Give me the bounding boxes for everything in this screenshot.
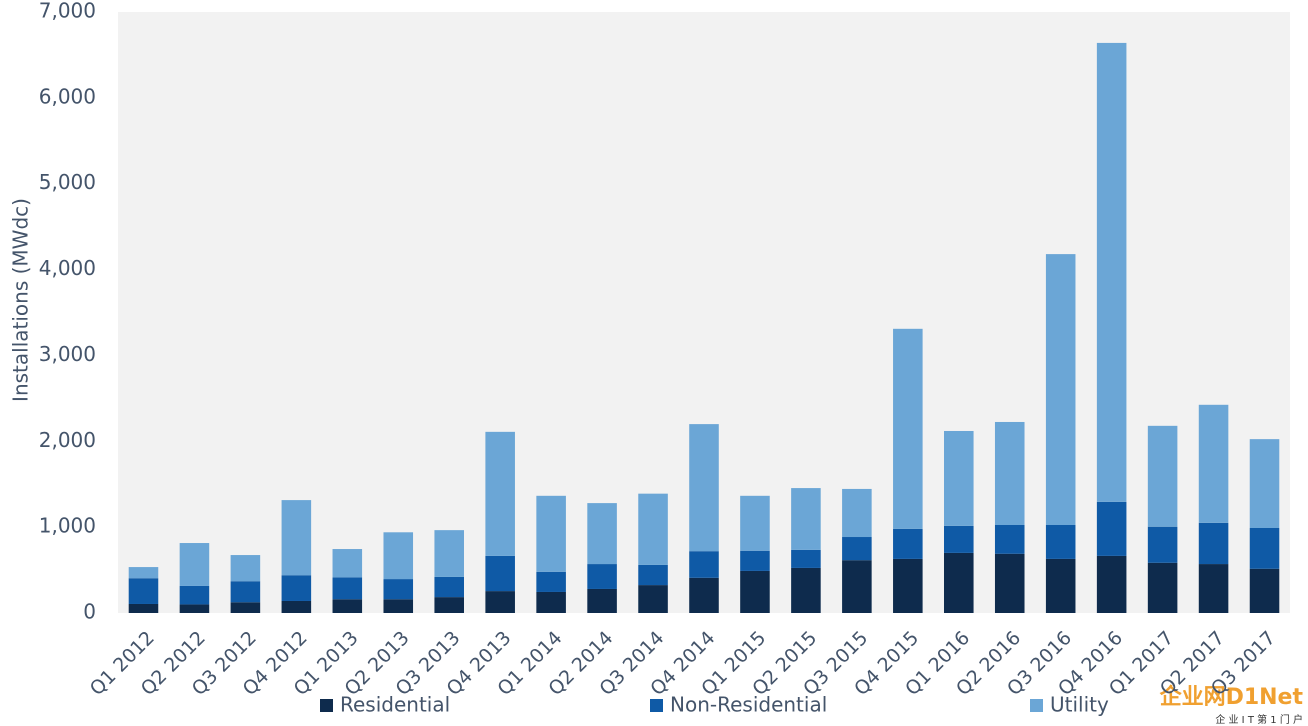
bar-segment	[332, 577, 363, 600]
bar-segment	[230, 581, 261, 603]
bar-segment	[485, 431, 515, 556]
bar-segment	[1198, 522, 1229, 565]
bar-segment	[791, 567, 821, 613]
bar-segment	[638, 585, 668, 613]
legend-label: Residential	[340, 693, 450, 717]
bar-segment	[1045, 524, 1076, 559]
bar-segment	[587, 564, 617, 589]
y-tick-label: 0	[83, 600, 96, 624]
bar-segment	[740, 495, 770, 551]
bar-segment	[383, 532, 414, 580]
bar-segment	[1147, 425, 1178, 527]
bar-segment	[689, 551, 719, 578]
bar-segment	[1147, 562, 1178, 613]
bar-segment	[230, 602, 261, 613]
bar-segment	[1045, 254, 1076, 525]
y-tick-label: 6,000	[39, 84, 96, 108]
y-tick-label: 2,000	[39, 428, 96, 452]
bar-segment	[1147, 526, 1178, 563]
bar-segment	[893, 528, 923, 559]
bar-segment	[485, 555, 515, 592]
bar-segment	[1096, 555, 1127, 613]
bar-segment	[740, 570, 770, 613]
bar-segment	[383, 579, 414, 600]
bar-segment	[1096, 42, 1127, 502]
bar-segment	[893, 558, 923, 613]
legend-swatch	[1030, 699, 1043, 712]
bar-segment	[791, 488, 821, 550]
bar-segment	[179, 543, 210, 586]
bar-segment	[1249, 528, 1280, 569]
bar-segment	[128, 603, 159, 613]
bar-segment	[281, 575, 312, 601]
y-tick-label: 4,000	[39, 256, 96, 280]
bar-segment	[281, 600, 312, 613]
bar-segment	[587, 588, 617, 613]
legend-label: Utility	[1050, 693, 1109, 717]
bar-segment	[434, 576, 464, 598]
watermark-brand: 企业网D1Net	[1159, 684, 1304, 710]
bar-segment	[994, 553, 1025, 613]
bar-segment	[128, 567, 159, 579]
bar-segment	[587, 503, 617, 565]
bar-segment	[536, 495, 566, 572]
bar-segment	[638, 493, 668, 565]
y-tick-label: 1,000	[39, 514, 96, 538]
legend-label: Non-Residential	[670, 693, 827, 717]
bar-segment	[842, 560, 872, 613]
y-axis-title: Installations (MWdc)	[9, 198, 33, 402]
bar-segment	[1045, 558, 1076, 613]
bar-segment	[994, 421, 1025, 525]
legend-swatch	[320, 699, 333, 712]
bar-segment	[689, 577, 719, 613]
bar-segment	[944, 525, 974, 553]
bar-segment	[230, 555, 261, 582]
legend-swatch	[650, 699, 663, 712]
bar-segment	[689, 424, 719, 552]
bar-segment	[332, 549, 363, 578]
bar-segment	[1198, 404, 1229, 523]
bar-segment	[842, 488, 872, 538]
bar-segment	[179, 604, 210, 613]
bar-segment	[944, 430, 974, 526]
bar-segment	[740, 550, 770, 571]
bar-segment	[791, 549, 821, 568]
bar-segment	[383, 599, 414, 613]
bar-segment	[1249, 568, 1280, 613]
bar-segment	[434, 530, 464, 577]
bar-segment	[485, 591, 515, 613]
bar-segment	[1249, 439, 1280, 529]
bar-segment	[1198, 564, 1229, 613]
bar-segment	[842, 537, 872, 561]
bar-segment	[128, 578, 159, 604]
bar-segment	[281, 500, 312, 576]
bar-segment	[1096, 501, 1127, 556]
bar-segment	[994, 524, 1025, 554]
bar-segment	[638, 564, 668, 586]
bar-segment	[332, 599, 363, 613]
y-tick-label: 5,000	[39, 170, 96, 194]
bar-segment	[893, 328, 923, 529]
y-tick-label: 7,000	[39, 0, 96, 23]
y-tick-label: 3,000	[39, 342, 96, 366]
bar-segment	[434, 597, 464, 613]
bar-segment	[944, 552, 974, 613]
bar-segment	[179, 585, 210, 605]
bar-segment	[536, 571, 566, 592]
watermark-slogan: 企 业 I T 第 1 门 户	[1215, 713, 1303, 726]
bar-segment	[536, 591, 566, 613]
